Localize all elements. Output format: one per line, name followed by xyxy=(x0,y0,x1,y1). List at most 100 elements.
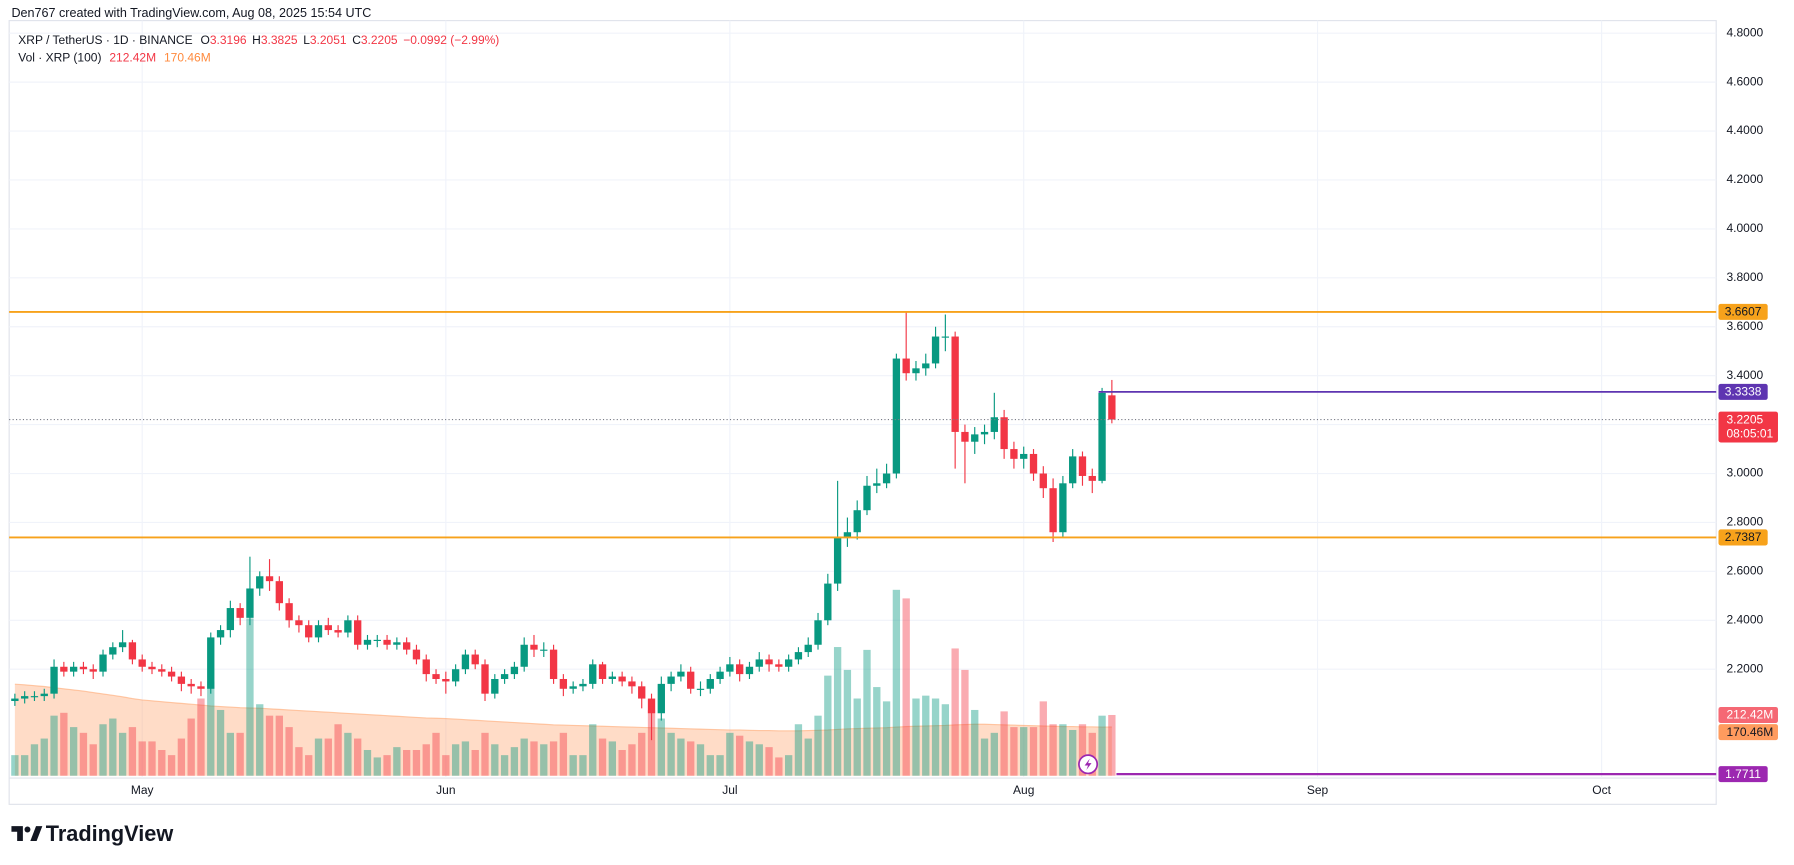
volume-bar xyxy=(706,755,714,776)
volume-bar xyxy=(295,747,303,776)
candle-body xyxy=(647,698,656,714)
candle-body xyxy=(197,686,205,689)
level-label-bg xyxy=(1718,529,1768,546)
candle-body xyxy=(1069,456,1077,484)
volume-bar xyxy=(990,732,998,776)
candle-body xyxy=(1088,475,1096,481)
alert-icon[interactable] xyxy=(1078,754,1099,775)
y-tick-label: 4.6000 xyxy=(1726,74,1763,88)
volume-bar xyxy=(647,709,656,776)
pane-border xyxy=(8,20,1717,805)
volume-bar xyxy=(873,687,881,776)
candle-body xyxy=(824,583,832,621)
y-tick-label: 4.2000 xyxy=(1726,172,1763,186)
volume-bar xyxy=(755,744,763,776)
volume-bar xyxy=(833,647,842,776)
candle-body xyxy=(833,537,842,584)
volume-bar xyxy=(1069,729,1077,776)
candle-body xyxy=(60,666,68,672)
candle-body xyxy=(941,336,950,338)
volume-bar xyxy=(579,755,587,776)
candle-body xyxy=(109,647,117,655)
candle-body xyxy=(784,659,793,667)
y-tick-label: 2.2000 xyxy=(1726,661,1763,675)
volume-bar xyxy=(902,598,910,776)
candle-body xyxy=(667,676,675,684)
y-tick-label: 2.8000 xyxy=(1726,515,1763,529)
candle-body xyxy=(696,688,705,690)
candle-body xyxy=(167,671,176,677)
candle-body xyxy=(324,625,332,631)
levels xyxy=(9,310,1717,776)
candle-body xyxy=(383,639,391,645)
volume-bar xyxy=(824,675,832,776)
volume-ma-area xyxy=(14,684,1112,776)
candle-body xyxy=(559,678,568,689)
logo-part xyxy=(11,826,23,841)
candle-body xyxy=(638,686,646,699)
candle-body xyxy=(89,669,97,672)
volume-bar xyxy=(716,755,724,776)
volume-ma-label: 170.46M xyxy=(1726,725,1773,739)
volume-bar xyxy=(30,744,39,776)
candle-body xyxy=(295,620,303,626)
volume-bar xyxy=(60,712,68,776)
volume-name: Vol · XRP (100) xyxy=(18,51,101,65)
candle-body xyxy=(373,639,381,642)
volume-bar xyxy=(50,715,58,776)
volume-bar xyxy=(305,755,313,776)
candle-body xyxy=(432,674,440,679)
candle-body xyxy=(334,630,342,633)
level-label: 3.3338 xyxy=(1725,385,1762,399)
candle-body xyxy=(40,693,48,697)
symbol: XRP / TetherUS · 1D · BINANCE xyxy=(18,33,192,47)
volume-bar xyxy=(1088,732,1096,776)
ohlc-letter: L xyxy=(303,33,310,47)
candle-body xyxy=(843,532,852,538)
volume-bar xyxy=(1029,727,1038,776)
volume-bar xyxy=(500,755,509,776)
candle-body xyxy=(412,649,421,660)
volume-bar xyxy=(1010,727,1018,776)
volume-bar xyxy=(530,741,538,776)
volume-bar xyxy=(1039,701,1047,776)
volume-bar xyxy=(569,755,577,776)
candle-body xyxy=(598,664,607,679)
candle-body xyxy=(216,630,225,638)
y-tick-label: 2.4000 xyxy=(1726,612,1763,626)
volume-bar xyxy=(177,738,186,776)
candle-body xyxy=(471,654,479,665)
volume-bar xyxy=(285,727,293,776)
volume-bar xyxy=(598,738,607,776)
candle-body xyxy=(275,581,283,604)
candle-body xyxy=(1039,473,1047,489)
candle-body xyxy=(285,603,293,621)
volume-ma-line xyxy=(14,683,1112,732)
axes: 2.20002.40002.60002.80003.00003.20003.40… xyxy=(131,25,1778,797)
candle-body xyxy=(657,683,665,714)
candle-body xyxy=(481,664,489,694)
candle-body xyxy=(677,671,685,677)
candle-body xyxy=(745,666,754,675)
volume-bar xyxy=(265,715,274,776)
volume-bar xyxy=(951,648,959,776)
candle-body xyxy=(902,358,910,374)
volume-bar xyxy=(843,669,852,776)
candle-body xyxy=(21,696,29,699)
volume-bar xyxy=(275,715,283,776)
candle-body xyxy=(138,659,146,667)
candle-body xyxy=(1029,453,1038,474)
candle-body xyxy=(1059,483,1067,533)
volume-bar xyxy=(863,649,871,776)
y-tick-label: 2.6000 xyxy=(1726,564,1763,578)
volume-bar xyxy=(892,589,901,776)
volume-bar xyxy=(324,738,332,776)
volume-bar xyxy=(794,724,803,776)
grid xyxy=(9,20,1717,779)
level-label: 2.7387 xyxy=(1725,530,1762,544)
volume-bar xyxy=(256,704,264,776)
candle-body xyxy=(706,678,714,689)
volume-bar xyxy=(961,669,969,776)
